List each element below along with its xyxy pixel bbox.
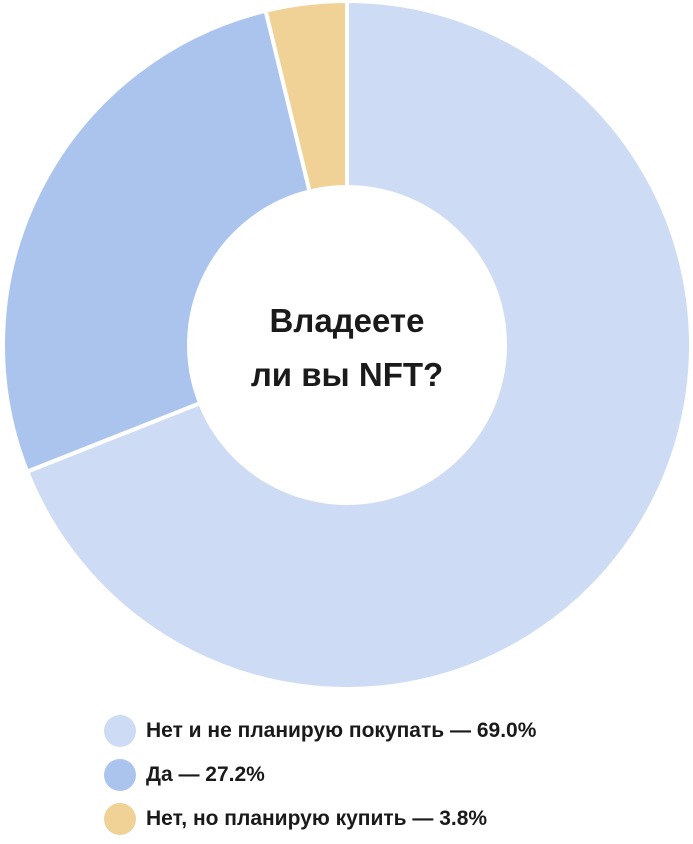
chart-title-line-1: Владеете <box>270 302 425 339</box>
donut-chart: Владеете ли вы NFT? <box>1 0 693 691</box>
slice-no-planning-to-buy <box>263 0 349 194</box>
legend-swatch <box>104 759 136 791</box>
legend-item-no-not-planning: Нет и не планирую покупать — 69.0% <box>104 712 536 750</box>
slice-yes <box>1 8 312 474</box>
donut-slices <box>1 0 693 691</box>
slice-no-not-planning <box>25 0 693 691</box>
chart-title-line-2: ли вы NFT? <box>251 356 443 393</box>
legend-item-no-planning-to-buy: Нет, но планирую купить — 3.8% <box>104 800 536 838</box>
chart-legend: Нет и не планирую покупать — 69.0% Да — … <box>104 712 536 844</box>
legend-label: Да — 27.2% <box>146 763 265 786</box>
legend-swatch <box>104 803 136 835</box>
legend-item-yes: Да — 27.2% <box>104 756 536 794</box>
legend-swatch <box>104 715 136 747</box>
legend-label: Нет, но планирую купить — 3.8% <box>146 807 488 830</box>
legend-label: Нет и не планирую покупать — 69.0% <box>146 719 537 742</box>
